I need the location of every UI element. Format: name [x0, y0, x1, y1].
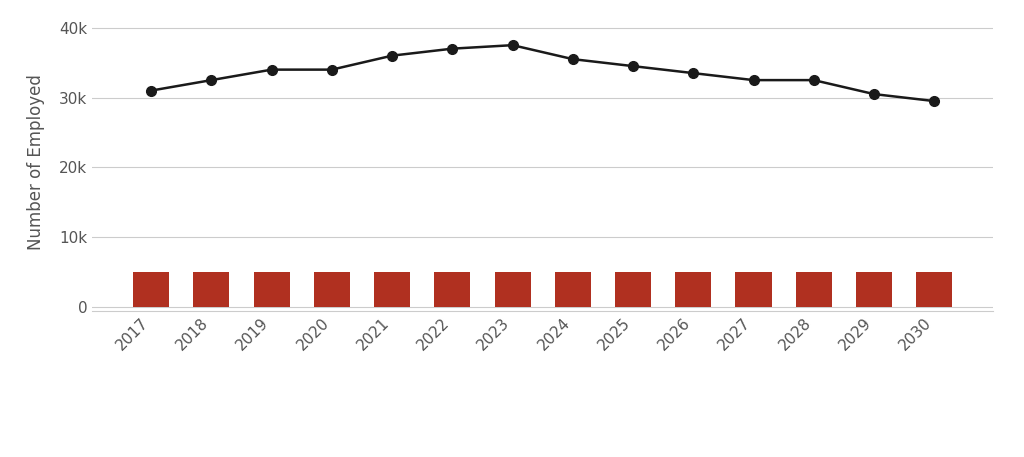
Bar	[916, 272, 952, 307]
Bar	[194, 271, 229, 307]
Bar	[495, 272, 530, 307]
Bar	[133, 271, 169, 307]
Bar	[434, 272, 470, 307]
Bar	[313, 272, 350, 307]
Bar	[856, 272, 892, 307]
Bar	[555, 272, 591, 307]
Bar	[615, 272, 651, 307]
Bar	[675, 271, 712, 307]
Bar	[254, 271, 290, 307]
Bar	[796, 272, 831, 307]
Bar	[735, 272, 772, 307]
Y-axis label: Number of Employed: Number of Employed	[28, 74, 45, 250]
Bar	[374, 272, 411, 307]
